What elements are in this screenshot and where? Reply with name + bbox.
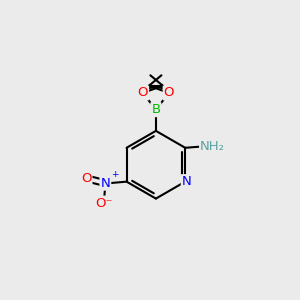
Text: +: + [111, 169, 118, 178]
Text: O: O [81, 172, 92, 185]
Text: O: O [138, 86, 148, 100]
Text: NH₂: NH₂ [200, 140, 225, 153]
Text: N: N [182, 175, 192, 188]
Text: N: N [100, 177, 110, 190]
Text: O⁻: O⁻ [95, 196, 112, 210]
Text: O: O [164, 86, 174, 100]
Text: B: B [151, 103, 160, 116]
